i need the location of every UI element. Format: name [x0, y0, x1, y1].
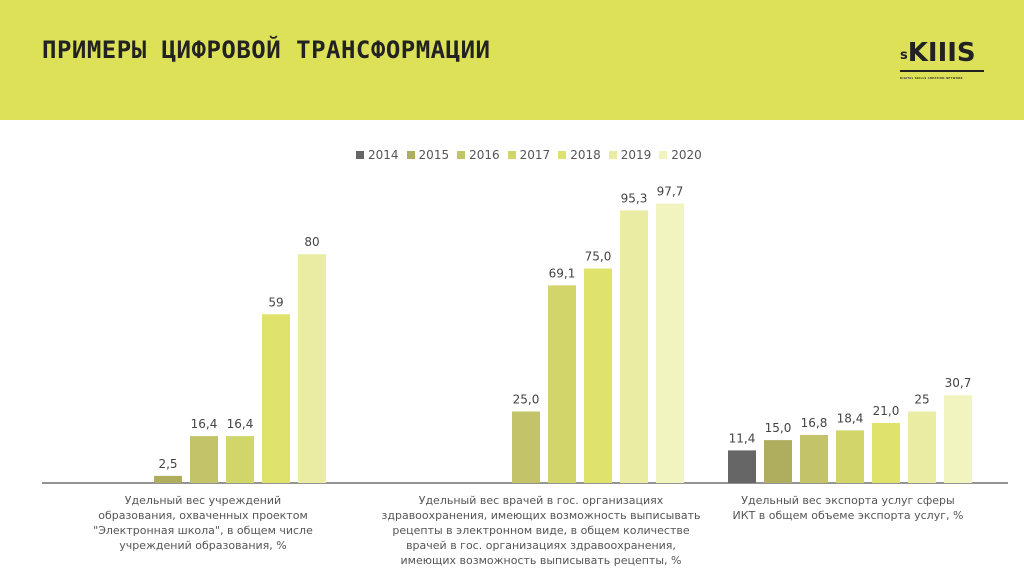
legend-item-2020: 2020 — [659, 148, 702, 162]
data-label-1-2017: 16,4 — [227, 417, 254, 431]
legend-swatch — [608, 151, 617, 159]
data-label-3-2018: 21,0 — [873, 404, 900, 418]
bar-1-2015 — [154, 475, 182, 483]
category-label-2: Удельный вес врачей в гос. организациях з… — [361, 493, 721, 568]
legend-label: 2019 — [620, 148, 652, 162]
legend-swatch — [406, 151, 415, 159]
bar-2-2016 — [512, 411, 540, 483]
legend-swatch — [356, 151, 364, 159]
data-label-3-2015: 15,0 — [765, 421, 792, 435]
legend-label: 2014 — [368, 148, 399, 162]
category-label-line: рецепты в электронном виде, в общем коли… — [392, 524, 690, 537]
data-label-1-2018: 59 — [268, 295, 283, 309]
bar-1-2018 — [262, 314, 290, 483]
category-label-line: ИКТ в общем объеме экспорта услуг, % — [732, 509, 964, 522]
category-label-line: имеющих возможность выписывать рецепты, … — [400, 554, 682, 567]
legend-label: 2015 — [418, 148, 450, 162]
data-label-2-2016: 25,0 — [513, 393, 540, 407]
legend-item-2017: 2017 — [507, 148, 551, 162]
bar-3-2018 — [872, 422, 900, 483]
bar-3-2017 — [836, 430, 864, 483]
legend-swatch — [659, 151, 668, 159]
bar-2-2018 — [584, 268, 612, 483]
legend-item-2018: 2018 — [558, 148, 601, 162]
data-label-3-2020: 30,7 — [945, 376, 972, 390]
bar-3-2014 — [728, 450, 756, 483]
category-label-1: Удельный вес учреждений образования, охва… — [78, 493, 328, 553]
logo-tagline: DIGITAL SKILLS CREATION NETWORK — [900, 77, 963, 80]
category-label-line: здравоохранения, имеющих возможность вып… — [381, 509, 701, 522]
data-label-1-2015: 2,5 — [158, 457, 177, 471]
category-label-3: Удельный вес экспорта услуг сферы ИКТ в о… — [718, 493, 978, 523]
legend-item-2019: 2019 — [608, 148, 652, 162]
bar-2-2017 — [548, 285, 576, 483]
category-label-line: учреждений образования, % — [119, 539, 287, 552]
legend-item-2014: 2014 — [356, 148, 399, 162]
legend-label: 2016 — [469, 148, 500, 162]
category-label-line: Удельный вес врачей в гос. организациях — [418, 494, 664, 507]
legend-item-2016: 2016 — [457, 148, 500, 162]
category-label-line: врачей в гос. организациях здравоохранен… — [406, 539, 676, 552]
data-label-2-2017: 69,1 — [549, 266, 576, 280]
category-label-line: Удельный вес учреждений — [124, 494, 282, 507]
bar-1-2017 — [226, 436, 254, 483]
data-label-2-2020: 97,7 — [657, 185, 684, 199]
logo-wordmark: sKIIIS — [900, 38, 976, 68]
skills-logo: sKIIIS DIGITAL SKILLS CREATION NETWORK — [898, 38, 988, 84]
legend-swatch — [558, 151, 567, 159]
data-label-3-2019: 25 — [914, 393, 929, 407]
bar-3-2015 — [764, 440, 792, 483]
legend-label: 2018 — [570, 148, 601, 162]
category-label-line: "Электронная школа", в общем числе — [93, 524, 313, 537]
legend-label: 2020 — [671, 148, 702, 162]
logo-rule — [900, 70, 984, 72]
legend-swatch — [457, 151, 466, 159]
bar-1-2019 — [298, 254, 326, 483]
chart-legend: 2014 2015 2016 2017 2018 2019 2020 — [356, 146, 710, 164]
bar-2-2020 — [656, 203, 684, 483]
bar-3-2019 — [908, 411, 936, 483]
data-label-2-2018: 75,0 — [585, 250, 612, 264]
data-label-3-2016: 16,8 — [801, 416, 828, 430]
data-label-2-2019: 95,3 — [621, 191, 648, 205]
legend-item-2015: 2015 — [406, 148, 450, 162]
legend-swatch — [507, 151, 516, 159]
category-label-line: Удельный вес экспорта услуг сферы — [741, 494, 955, 507]
bar-1-2016 — [190, 436, 218, 483]
page-title: ПРИМЕРЫ ЦИФРОВОЙ ТРАНСФОРМАЦИИ — [42, 36, 491, 64]
header-band: ПРИМЕРЫ ЦИФРОВОЙ ТРАНСФОРМАЦИИ sKIIIS DI… — [0, 0, 1024, 120]
legend-label: 2017 — [519, 148, 551, 162]
bar-3-2020 — [944, 395, 972, 483]
category-label-line: образования, охваченных проектом — [98, 509, 308, 522]
data-label-3-2017: 18,4 — [837, 411, 864, 425]
bar-2-2019 — [620, 210, 648, 483]
data-label-3-2014: 11,4 — [729, 431, 756, 445]
bar-3-2016 — [800, 434, 828, 483]
data-label-1-2019: 80 — [304, 235, 319, 249]
data-label-1-2016: 16,4 — [191, 417, 218, 431]
